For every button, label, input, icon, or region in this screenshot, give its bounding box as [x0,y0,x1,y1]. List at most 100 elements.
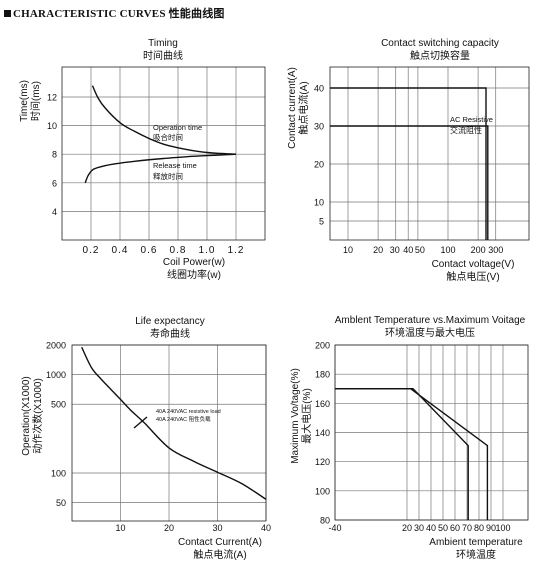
x-tick-label: 0.4 [112,245,129,256]
x-tick-label: 70 [462,523,472,533]
y-tick-label: 100 [315,486,330,496]
plot-frame [61,66,266,241]
x-axis-label: Ambient temperature [429,537,523,548]
y-tick-label: 1000 [46,370,66,380]
chart-title-cn: 寿命曲线 [150,327,190,340]
y-tick-label: 140 [315,428,330,438]
ac-resistive-label: AC Resistive [450,115,493,124]
y-tick-label: 80 [320,515,330,525]
y-tick-label: 30 [314,122,324,132]
x-axis-label: Coil Power(w) [163,257,225,268]
x-tick-label: 100 [440,245,455,255]
x-tick-label: 20 [402,523,412,533]
x-tick-label: 0.6 [141,245,158,256]
operation-time-label-cn: 吸合时间 [153,132,183,142]
x-tick-label: 300 [488,245,503,255]
x-tick-label: 1.0 [199,245,216,256]
y-tick-label: 50 [56,498,66,508]
chart-title: Contact switching capacity [381,38,499,49]
legend-leader-line [133,416,148,429]
x-tick-label: 20 [164,523,174,533]
x-tick-label: 10 [115,523,125,533]
header-title: CHARACTERISTIC CURVES [13,8,166,20]
chart-title-cn: 环境温度与最大电压 [385,326,475,339]
ac-resistive-label-cn: 交流阻性 [450,125,482,135]
y-axis-label: Time(ms) [19,80,30,122]
x-tick-label: 100 [495,523,510,533]
y-tick-label: 12 [47,93,57,103]
y-tick-label: 4 [52,207,57,217]
x-tick-label: 40 [261,523,271,533]
temperature-voltage-chart: Amblent Temperature vs.Maximum Voitage环境… [290,315,529,561]
x-tick-label: -40 [328,523,341,533]
x-tick-label: 50 [438,523,448,533]
plot-frame [329,66,530,241]
x-tick-label: 30 [212,523,222,533]
y-axis-label: Operation(X1000) [21,376,32,456]
x-axis-label-cn: 触点电流(A) [193,548,246,561]
chart-title: Amblent Temperature vs.Maximum Voitage [335,315,526,326]
x-tick-label: 0.8 [170,245,187,256]
capacity-limit-40a [330,87,487,240]
y-tick-label: 6 [52,178,57,188]
y-tick-label: 2000 [46,341,66,351]
life-series-label: 40A 240VAC resistive load [156,409,221,415]
release-time-curve [84,153,237,184]
y-tick-label: 10 [314,198,324,208]
life-expectancy-curve [81,346,267,500]
y-axis-label-cn: 触点电流(A) [297,81,310,134]
operation-time-curve [91,85,237,155]
y-axis-label: Contact current(A) [287,67,298,149]
x-tick-label: 40 [403,245,413,255]
header-title-cn: 性能曲线图 [168,8,225,20]
max-voltage-curve-inner [335,388,469,520]
release-time-label-cn: 释放时间 [153,171,183,181]
y-tick-label: 10 [47,121,57,131]
life-series-label-cn: 40A 240VAC 阻性负载 [156,415,211,423]
x-tick-label: 1.2 [228,245,245,256]
x-axis-label-cn: 线圈功率(w) [167,268,221,281]
y-axis-label-cn: 最大电压(%) [300,388,313,444]
chart-title: Timing [148,38,178,49]
release-time-label: Release time [153,161,197,170]
x-axis-label: Contact Current(A) [178,537,262,548]
x-axis-label: Contact voltage(V) [432,259,515,270]
y-tick-label: 5 [319,217,324,227]
y-tick-label: 200 [315,341,330,351]
plot-frame [71,344,267,522]
y-axis-label: Maximum Vo/tage(%) [290,368,301,464]
chart-title: Life expectancy [135,316,205,327]
x-tick-label: 90 [486,523,496,533]
x-tick-label: 30 [390,245,400,255]
x-tick-label: 30 [414,523,424,533]
x-tick-label: 0.2 [83,245,100,256]
page-header: CHARACTERISTIC CURVES 性能曲线图 [4,5,225,21]
x-tick-label: 10 [343,245,353,255]
y-tick-label: 20 [314,160,324,170]
x-axis-label-cn: 环境温度 [456,548,496,561]
x-tick-label: 80 [474,523,484,533]
x-tick-label: 50 [415,245,425,255]
operation-time-label: Operation time [153,123,202,132]
x-tick-label: 20 [373,245,383,255]
y-tick-label: 160 [315,399,330,409]
x-tick-label: 200 [471,245,486,255]
capacity-limit-30a [330,125,489,240]
x-tick-label: 60 [450,523,460,533]
y-tick-label: 120 [315,457,330,467]
y-tick-label: 500 [51,400,66,410]
y-tick-label: 40 [314,84,324,94]
max-voltage-curve-outer [335,388,489,520]
chart-title-cn: 触点切换容量 [410,49,470,62]
plot-frame [334,344,529,521]
x-axis-label-cn: 触点电压(V) [446,270,499,283]
x-tick-label: 40 [426,523,436,533]
y-tick-label: 180 [315,370,330,380]
chart-title-cn: 时间曲线 [143,49,183,62]
y-axis-label-cn: 时间(ms) [29,81,42,121]
y-tick-label: 8 [52,150,57,160]
